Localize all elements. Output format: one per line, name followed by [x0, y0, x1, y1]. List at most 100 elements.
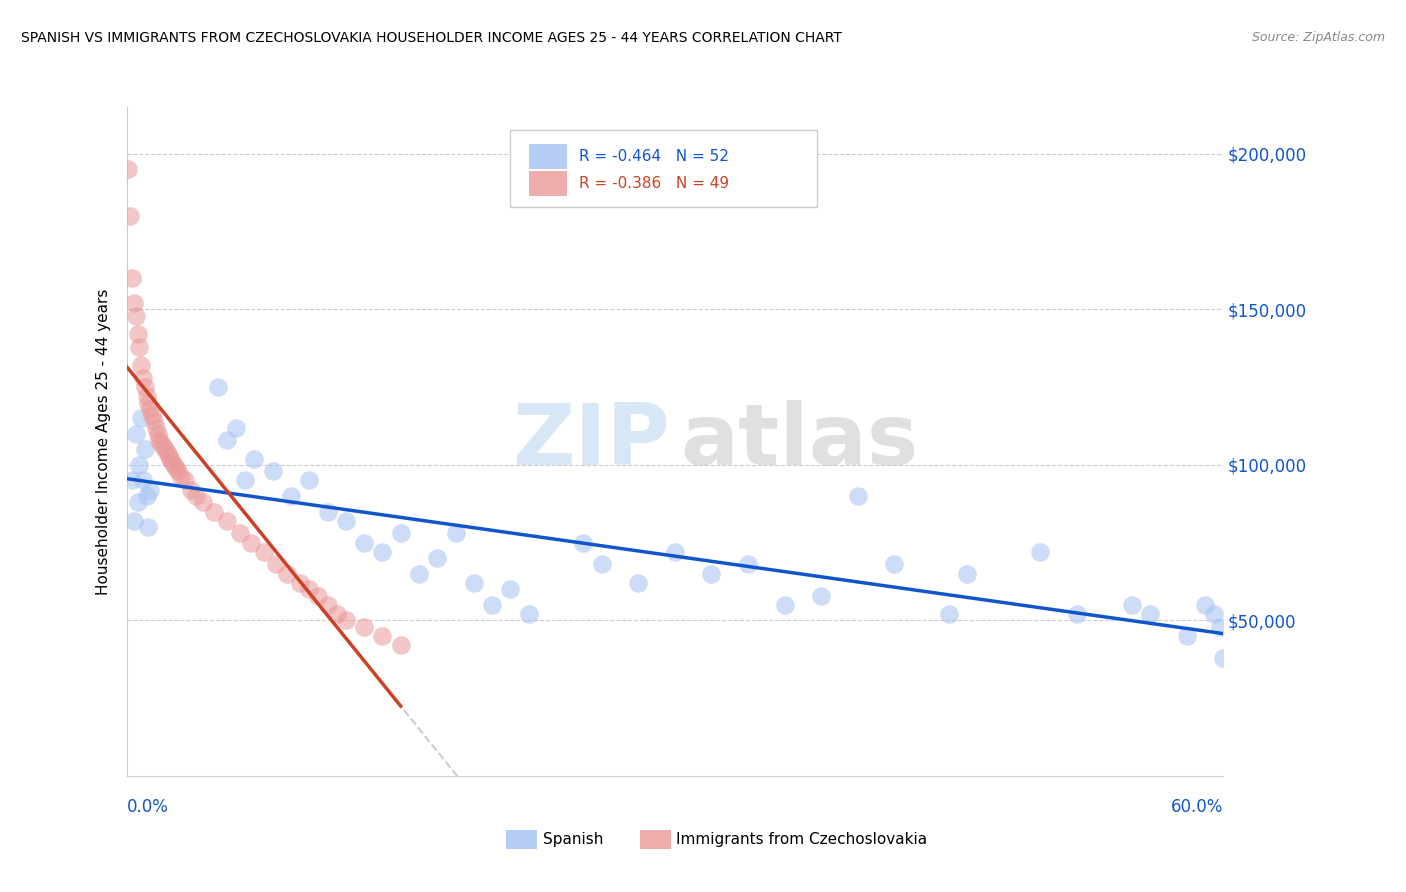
Text: Spanish: Spanish — [543, 832, 603, 847]
Point — [217, 514, 239, 528]
FancyBboxPatch shape — [529, 170, 568, 196]
Point — [335, 614, 357, 628]
Point — [389, 638, 412, 652]
Point — [389, 526, 412, 541]
Point — [253, 545, 276, 559]
Point — [134, 442, 156, 457]
Point — [1204, 607, 1226, 622]
Point — [127, 495, 149, 509]
Point — [174, 474, 197, 488]
Point — [202, 504, 225, 518]
Point — [153, 442, 176, 457]
Point — [517, 607, 540, 622]
Point — [499, 582, 522, 597]
Point — [591, 558, 613, 572]
Point — [298, 582, 321, 597]
Point — [138, 395, 160, 409]
Point — [207, 380, 229, 394]
Point — [290, 576, 312, 591]
Point — [280, 489, 302, 503]
Point — [128, 340, 150, 354]
Point — [139, 401, 162, 416]
Point — [426, 551, 449, 566]
Point — [298, 474, 321, 488]
Point — [120, 209, 142, 223]
Point — [193, 495, 215, 509]
Point — [129, 411, 152, 425]
Point — [129, 359, 152, 373]
Text: ZIP: ZIP — [512, 400, 669, 483]
Point — [143, 414, 166, 428]
FancyBboxPatch shape — [510, 130, 817, 208]
Point — [956, 566, 979, 581]
Point — [145, 420, 167, 434]
Point — [132, 474, 155, 488]
Point — [141, 408, 163, 422]
Text: 60.0%: 60.0% — [1171, 798, 1223, 816]
Point — [938, 607, 960, 622]
Text: Immigrants from Czechoslovakia: Immigrants from Czechoslovakia — [676, 832, 928, 847]
Point — [1194, 598, 1216, 612]
Point — [132, 370, 155, 384]
Point — [152, 439, 174, 453]
Point — [700, 566, 723, 581]
Point — [1175, 629, 1198, 643]
Point — [239, 535, 262, 549]
Point — [180, 483, 202, 497]
Point — [307, 589, 329, 603]
Point — [156, 445, 179, 459]
Point — [481, 598, 503, 612]
Point — [127, 327, 149, 342]
Point — [326, 607, 349, 622]
Point — [163, 458, 186, 472]
Point — [572, 535, 595, 549]
Point — [162, 455, 183, 469]
Point — [233, 474, 257, 488]
Point — [266, 558, 288, 572]
Point — [121, 474, 143, 488]
Point — [170, 470, 193, 484]
Point — [773, 598, 796, 612]
Point — [124, 426, 148, 441]
Point — [1121, 598, 1143, 612]
Point — [122, 296, 145, 310]
Point — [138, 520, 160, 534]
Point — [229, 526, 252, 541]
Point — [128, 458, 150, 472]
Point — [1208, 620, 1230, 634]
Point — [316, 598, 339, 612]
Point — [627, 576, 650, 591]
Point — [1139, 607, 1161, 622]
Point — [139, 483, 162, 497]
Text: Source: ZipAtlas.com: Source: ZipAtlas.com — [1251, 31, 1385, 45]
Point — [335, 514, 357, 528]
Point — [148, 433, 170, 447]
Point — [444, 526, 467, 541]
Point — [122, 514, 145, 528]
Point — [408, 566, 430, 581]
Point — [1066, 607, 1088, 622]
Point — [166, 464, 188, 478]
Text: 0.0%: 0.0% — [127, 798, 169, 816]
Point — [262, 464, 284, 478]
Point — [243, 451, 266, 466]
Point — [184, 489, 207, 503]
Y-axis label: Householder Income Ages 25 - 44 years: Householder Income Ages 25 - 44 years — [96, 288, 111, 595]
Point — [1029, 545, 1052, 559]
Point — [664, 545, 686, 559]
Point — [157, 449, 180, 463]
Point — [159, 451, 181, 466]
Point — [316, 504, 339, 518]
Point — [150, 436, 173, 450]
Point — [810, 589, 832, 603]
Point — [371, 629, 394, 643]
Point — [353, 535, 375, 549]
Point — [225, 420, 247, 434]
Point — [124, 309, 148, 323]
Point — [146, 426, 169, 441]
FancyBboxPatch shape — [529, 144, 568, 169]
Point — [276, 566, 298, 581]
Point — [121, 271, 143, 285]
Text: R = -0.386   N = 49: R = -0.386 N = 49 — [579, 176, 730, 191]
Point — [846, 489, 869, 503]
